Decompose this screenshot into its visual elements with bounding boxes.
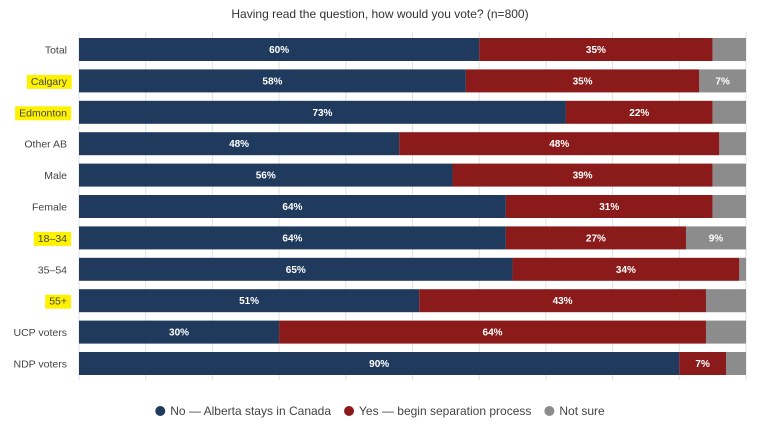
data-label: 31% (599, 202, 619, 213)
legend-item: No — Alberta stays in Canada (155, 404, 331, 418)
bar-labels: 60% 35% 58% 35% 7% 73% 22% 48% 48% 56% 39% 64% 31% 64… (169, 45, 730, 370)
bar-segment (719, 132, 746, 156)
data-label: 65% (286, 265, 306, 276)
bar-segment (512, 257, 740, 281)
chart-title: Having read the question, how would you … (231, 7, 528, 21)
data-label: 7% (695, 359, 710, 370)
label-highlight (15, 106, 72, 121)
bar-segment (712, 195, 746, 218)
data-label: 73% (312, 108, 332, 119)
bar-segment (79, 132, 400, 156)
category-label: 35–54 (38, 264, 67, 276)
data-label: 9% (709, 233, 724, 244)
bar-segment (79, 163, 453, 187)
data-label: 34% (616, 265, 636, 276)
bar-segment (399, 132, 720, 156)
bar-segment (505, 195, 713, 218)
bar-segment (705, 320, 746, 344)
bar-segment (699, 69, 746, 93)
data-label: 64% (282, 202, 302, 213)
bar-segment (685, 226, 746, 250)
category-label: Edmonton (19, 107, 67, 119)
category-label: 18–34 (38, 233, 67, 245)
data-label: 7% (715, 76, 730, 87)
bar-segment (419, 289, 706, 313)
data-label: 64% (483, 328, 503, 339)
category-label: Female (32, 202, 67, 214)
bar-segment (725, 352, 746, 375)
data-label: 39% (573, 171, 593, 182)
legend: No — Alberta stays in Canada Yes — begin … (155, 404, 605, 418)
bars (79, 38, 746, 375)
bar-segment (712, 100, 746, 124)
data-label: 27% (586, 233, 606, 244)
data-label: 56% (256, 171, 276, 182)
category-label: Calgary (31, 76, 68, 88)
data-label: 64% (282, 233, 302, 244)
data-label: 90% (369, 359, 389, 370)
data-label: 43% (553, 296, 573, 307)
category-label: Male (44, 170, 67, 182)
bar-segment (79, 352, 680, 375)
bar-segment (679, 352, 726, 375)
legend-item: Yes — begin separation process (344, 404, 531, 418)
label-highlight (26, 74, 72, 89)
bar-segment (79, 289, 420, 313)
bar-segment (465, 69, 700, 93)
data-label: 35% (573, 76, 593, 87)
category-label: Total (45, 45, 67, 57)
legend-swatch (344, 406, 355, 416)
data-label: 48% (549, 139, 569, 150)
bar-segment (479, 38, 713, 61)
bar-segment (712, 38, 746, 61)
bar-segment (705, 289, 746, 313)
bar-segment (79, 195, 506, 218)
category-label: NDP voters (14, 359, 68, 371)
bar-segment (279, 320, 706, 344)
bar-segment (79, 320, 280, 344)
label-highlight (33, 231, 72, 246)
data-label: 60% (269, 45, 289, 56)
data-label: 35% (586, 45, 606, 56)
legend-label: Yes — begin separation process (359, 404, 531, 418)
data-label: 48% (229, 139, 249, 150)
bar-segment (565, 100, 713, 124)
label-highlight (45, 294, 71, 309)
legend-swatch (544, 406, 555, 416)
category-label: UCP voters (14, 327, 68, 339)
legend-swatch (155, 406, 166, 416)
category-highlights (15, 74, 72, 309)
bar-segment (79, 38, 480, 61)
bar-segment (79, 100, 566, 124)
bar-segment (79, 69, 466, 93)
bar-segment (79, 257, 513, 281)
bar-segment (452, 163, 713, 187)
category-labels: Total Calgary Edmonton Other AB Male Female 18… (14, 45, 68, 371)
legend-label: No — Alberta stays in Canada (170, 404, 331, 418)
category-label: Other AB (24, 139, 67, 151)
bar-segment (739, 257, 746, 281)
legend-item: Not sure (544, 404, 605, 418)
data-label: 58% (262, 76, 282, 87)
bar-segment (712, 163, 746, 187)
data-label: 30% (169, 328, 189, 339)
data-label: 22% (629, 108, 649, 119)
category-label: 55+ (49, 296, 67, 308)
bar-segment (505, 226, 686, 250)
bar-segment (79, 226, 506, 250)
data-label: 51% (239, 296, 259, 307)
legend-label: Not sure (559, 404, 605, 418)
